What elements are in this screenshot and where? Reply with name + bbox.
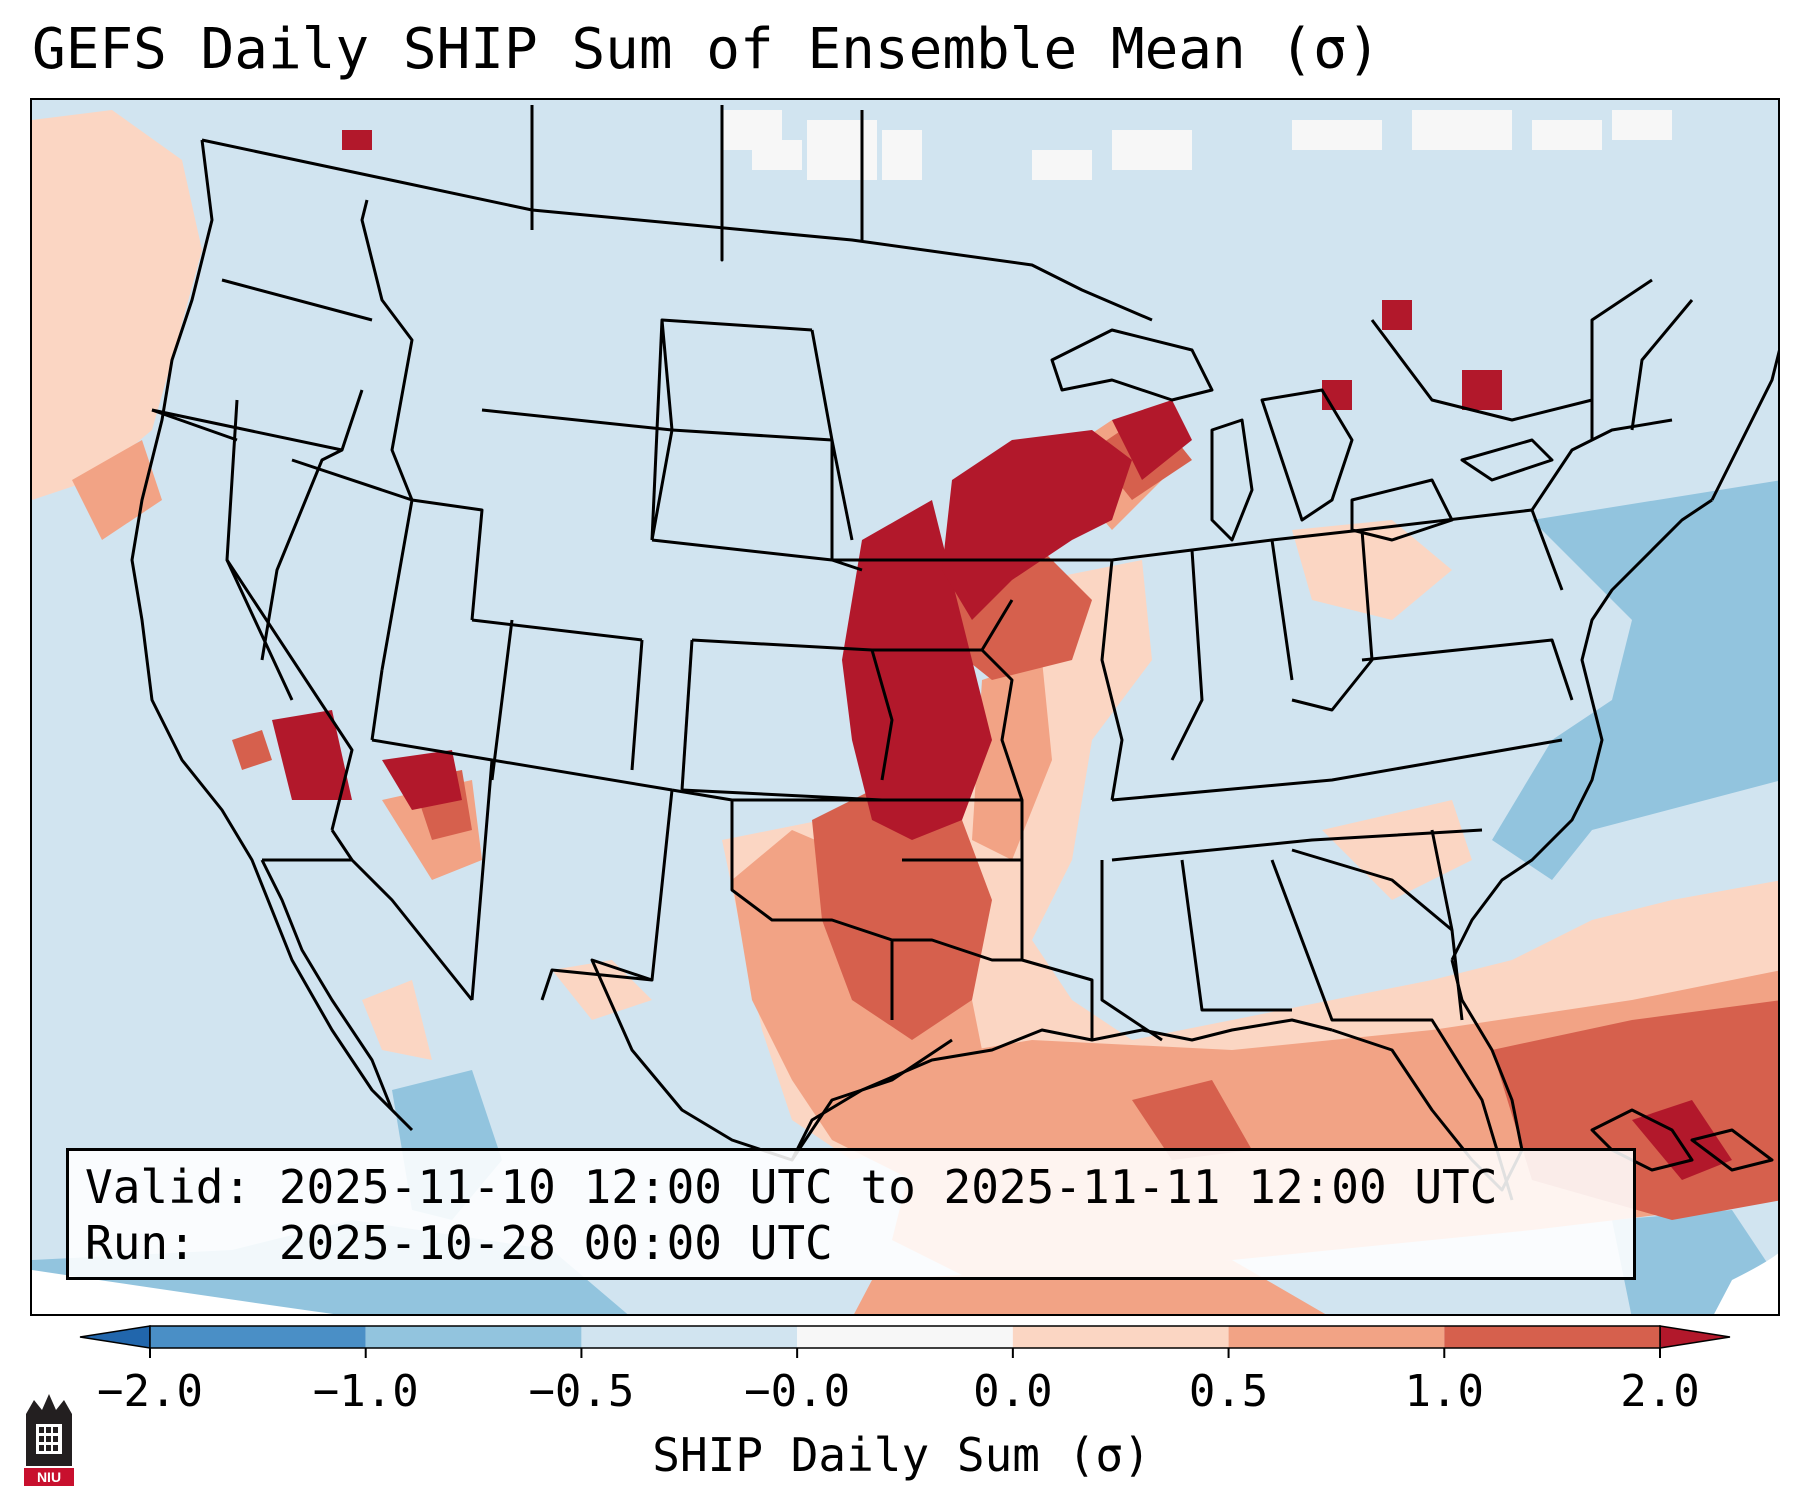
- colorbar-label: SHIP Daily Sum (σ): [652, 1428, 1151, 1482]
- colorbar-under-arrow: [79, 1325, 151, 1349]
- colorbar: −2.0 −1.0 −0.5 −0.0 0.0 0.5 1.0 2.0: [79, 1325, 1731, 1417]
- colorbar-tick-label: 0.5: [1189, 1366, 1268, 1417]
- projection-edge: [32, 1270, 334, 1314]
- chart-title: GEFS Daily SHIP Sum of Ensemble Mean (σ): [32, 17, 1381, 82]
- anomaly-map: [32, 105, 1778, 1314]
- colorbar-tick-label: −0.5: [528, 1366, 634, 1417]
- colorbar-tick-label: −1.0: [313, 1366, 419, 1417]
- projection-edge-right: [1714, 1253, 1778, 1314]
- colorbar-segment: [797, 1326, 1013, 1348]
- niu-logo-icon: NIU: [24, 1394, 74, 1486]
- colorbar-segment: [1444, 1326, 1660, 1348]
- colorbar-segment: [365, 1326, 582, 1348]
- colorbar-tick-label: −2.0: [97, 1366, 203, 1417]
- colorbar-segment: [1012, 1326, 1229, 1348]
- colorbar-ticks: −2.0 −1.0 −0.5 −0.0 0.0 0.5 1.0 2.0: [97, 1348, 1700, 1417]
- colorbar-segment: [1228, 1326, 1445, 1348]
- colorbar-tick-label: 0.0: [973, 1366, 1052, 1417]
- state-borders: [151, 105, 1694, 1201]
- colorbar-segments: [79, 1325, 1731, 1349]
- valid-run-info-box: Valid: 2025-11-10 12:00 UTC to 2025-11-1…: [66, 1148, 1636, 1280]
- colorbar-tick-label: 1.0: [1405, 1366, 1484, 1417]
- map-panel: [30, 98, 1780, 1316]
- valid-time-text: Valid: 2025-11-10 12:00 UTC to 2025-11-1…: [85, 1160, 1498, 1214]
- white-near-zero-patches: [722, 110, 1672, 180]
- colorbar-segment: [581, 1326, 798, 1348]
- colorbar-segment: [150, 1326, 366, 1348]
- run-time-text: Run: 2025-10-28 00:00 UTC: [85, 1216, 833, 1270]
- colorbar-tick-label: 2.0: [1620, 1366, 1699, 1417]
- colorbar-over-arrow: [1659, 1325, 1731, 1349]
- logo-text: NIU: [37, 1469, 61, 1485]
- colorbar-border: [149, 1325, 1661, 1349]
- positive-over-20-areas: [272, 130, 1732, 1180]
- colorbar-tick-label: −0.0: [744, 1366, 850, 1417]
